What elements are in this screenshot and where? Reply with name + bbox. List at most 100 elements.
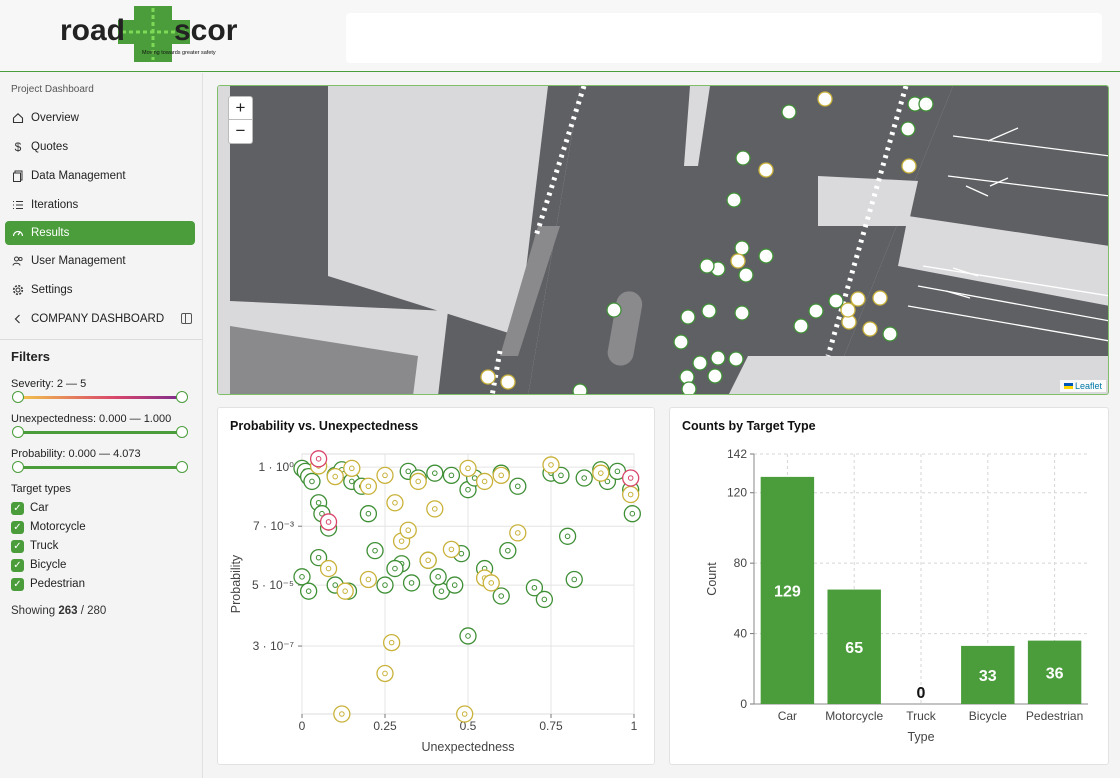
scatter-point-bicycle[interactable] [459, 459, 477, 477]
scatter-point-car[interactable] [366, 541, 384, 560]
sidebar-item-quotes[interactable]: $ Quotes [5, 135, 195, 159]
sidebar-item-settings[interactable]: Settings [5, 278, 195, 302]
scatter-point-bicycle[interactable] [426, 500, 444, 518]
scatter-point-bicycle[interactable] [456, 705, 474, 723]
attribution-link[interactable]: Leaflet [1074, 381, 1102, 391]
unexpectedness-slider[interactable] [12, 426, 188, 438]
scatter-point-bicycle[interactable] [336, 582, 354, 600]
scatter-point-bicycle[interactable] [442, 540, 461, 559]
scatter-point-car[interactable] [309, 549, 328, 567]
checkbox-car[interactable]: ✓ [11, 502, 24, 515]
scatter-point-car[interactable] [499, 541, 517, 560]
scatter-point-pedestrian[interactable] [319, 513, 338, 531]
scatter-point-bicycle[interactable] [492, 466, 510, 484]
company-dashboard-label: COMPANY DASHBOARD [31, 313, 165, 325]
scatter-point-car[interactable] [446, 576, 464, 594]
svg-text:scor: scor [174, 14, 238, 47]
scatter-point-car[interactable] [459, 627, 477, 645]
header-search-box[interactable] [346, 13, 1102, 63]
scatter-point-car[interactable] [525, 579, 544, 597]
scatter-point-bicycle[interactable] [542, 456, 560, 474]
x-tick-label: Pedestrian [1026, 709, 1083, 723]
scatter-point-car[interactable] [303, 472, 321, 491]
zoom-in-button[interactable]: + [228, 96, 253, 120]
bar-pedestrian[interactable] [1027, 640, 1082, 704]
scatter-point-car[interactable] [359, 505, 378, 523]
checkbox-motorcycle[interactable]: ✓ [11, 521, 24, 534]
checkbox-pedestrian[interactable]: ✓ [11, 578, 24, 591]
checkbox-bicycle[interactable]: ✓ [11, 559, 24, 572]
scatter-point-car[interactable] [565, 570, 583, 589]
scatter-point-bicycle[interactable] [343, 459, 361, 477]
severity-slider[interactable] [12, 391, 188, 403]
scatter-point-pedestrian[interactable] [309, 450, 328, 468]
sidebar-item-overview[interactable]: Overview [5, 106, 195, 130]
roadscor-logo[interactable]: road scor Moving towards greater safety [58, 6, 250, 62]
map-tiles[interactable] [218, 86, 1109, 395]
checkbox-truck[interactable]: ✓ [11, 540, 24, 553]
severity-min-thumb[interactable] [12, 391, 24, 403]
y-tick-label: 3 · 10⁻⁷ [253, 639, 294, 653]
bar-panel: Counts by Target Type 0 40 80 120 142 129 Car 6… [669, 407, 1109, 765]
scatter-point-bicycle[interactable] [326, 467, 344, 486]
scatter-point-bicycle[interactable] [409, 472, 427, 491]
sidebar-divider [0, 339, 202, 340]
bar-motorcycle[interactable] [827, 589, 881, 704]
scatter-point-car[interactable] [442, 466, 461, 484]
scatter-point-bicycle[interactable] [399, 521, 417, 539]
scatter-point-bicycle[interactable] [359, 477, 378, 495]
scatter-point-car[interactable] [509, 477, 527, 495]
scatter-point-bicycle[interactable] [419, 551, 437, 569]
scatter-point-car[interactable] [293, 568, 311, 586]
unexpectedness-max-thumb[interactable] [176, 426, 188, 438]
bar-chart[interactable]: 0 40 80 120 142 129 Car 65 Motorcycle 0 Truck 33 Bic… [670, 434, 1108, 764]
bar-bicycle[interactable] [961, 645, 1015, 704]
scatter-point-car[interactable] [376, 576, 394, 594]
company-dashboard-link[interactable]: COMPANY DASHBOARD [5, 307, 195, 331]
scatter-point-car[interactable] [552, 466, 570, 484]
unexpectedness-min-thumb[interactable] [12, 426, 24, 438]
sidebar-item-user-management[interactable]: User Management [5, 249, 195, 273]
zoom-out-button[interactable]: − [228, 120, 253, 144]
sidebar-item-label: Results [31, 227, 70, 239]
sidebar-item-data-management[interactable]: Data Management [5, 164, 195, 188]
scatter-point-car[interactable] [623, 505, 641, 523]
scatter-point-car[interactable] [575, 469, 593, 487]
scatter-point-bicycle[interactable] [382, 633, 401, 652]
scatter-point-car[interactable] [299, 582, 318, 600]
scatter-point-bicycle[interactable] [622, 485, 640, 504]
probability-max-thumb[interactable] [176, 461, 188, 473]
sidebar-toggle-icon[interactable] [181, 313, 192, 324]
scatter-point-bicycle[interactable] [592, 464, 610, 482]
scatter-point-bicycle[interactable] [376, 466, 394, 484]
scatter-point-car[interactable] [429, 568, 447, 586]
scatter-point-car[interactable] [535, 590, 554, 609]
scatter-point-bicycle[interactable] [319, 559, 338, 578]
scatter-point-bicycle[interactable] [376, 664, 394, 683]
x-tick-label: Bicycle [969, 709, 1007, 723]
map-markers[interactable] [480, 91, 934, 395]
scatter-point-bicycle[interactable] [509, 524, 527, 542]
bar-car[interactable] [760, 476, 815, 704]
scatter-point-car[interactable] [492, 587, 510, 605]
map-view[interactable]: + − Leaflet [217, 85, 1109, 395]
scatter-point-car[interactable] [558, 527, 577, 545]
severity-max-thumb[interactable] [176, 391, 188, 403]
x-tick-label: 0.75 [539, 719, 563, 733]
scatter-title: Probability vs. Unexpectedness [230, 419, 419, 433]
scatter-point-pedestrian[interactable] [622, 469, 640, 487]
scatter-point-bicycle[interactable] [386, 494, 404, 512]
scatter-point-car[interactable] [386, 559, 404, 578]
sidebar-item-results[interactable]: Results [5, 221, 195, 245]
probability-min-thumb[interactable] [12, 461, 24, 473]
scatter-point-bicycle[interactable] [333, 705, 351, 723]
scatter-point-bicycle[interactable] [482, 574, 500, 592]
scatter-point-car[interactable] [426, 464, 444, 482]
map-attribution[interactable]: Leaflet [1059, 380, 1106, 392]
scatter-point-bicycle[interactable] [475, 472, 494, 491]
probability-slider[interactable] [12, 461, 188, 473]
scatter-point-car[interactable] [402, 574, 421, 592]
sidebar-item-iterations[interactable]: Iterations [5, 193, 195, 217]
scatter-point-bicycle[interactable] [359, 570, 378, 589]
